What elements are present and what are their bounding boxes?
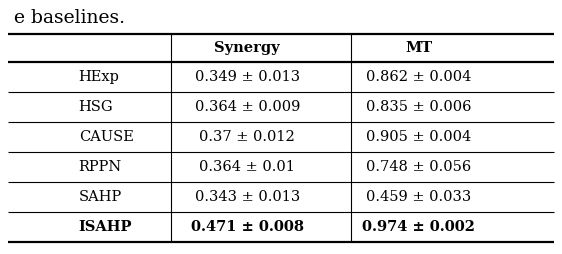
Text: 0.364 ± 0.01: 0.364 ± 0.01: [200, 160, 295, 174]
Text: 0.748 ± 0.056: 0.748 ± 0.056: [366, 160, 472, 174]
Text: 0.471 ± 0.008: 0.471 ± 0.008: [191, 220, 304, 234]
Text: HExp: HExp: [79, 70, 120, 84]
Text: Synergy: Synergy: [215, 41, 280, 55]
Text: CAUSE: CAUSE: [79, 130, 134, 144]
Text: ISAHP: ISAHP: [79, 220, 132, 234]
Text: SAHP: SAHP: [79, 190, 122, 204]
Text: e baselines.: e baselines.: [14, 9, 125, 27]
Text: 0.349 ± 0.013: 0.349 ± 0.013: [194, 70, 300, 84]
Text: 0.974 ± 0.002: 0.974 ± 0.002: [362, 220, 475, 234]
Text: 0.364 ± 0.009: 0.364 ± 0.009: [194, 100, 300, 114]
Text: MT: MT: [405, 41, 432, 55]
Text: 0.343 ± 0.013: 0.343 ± 0.013: [194, 190, 300, 204]
Text: RPPN: RPPN: [79, 160, 122, 174]
Text: 0.905 ± 0.004: 0.905 ± 0.004: [366, 130, 472, 144]
Text: 0.37 ± 0.012: 0.37 ± 0.012: [200, 130, 295, 144]
Text: HSG: HSG: [79, 100, 114, 114]
Text: 0.862 ± 0.004: 0.862 ± 0.004: [366, 70, 472, 84]
Text: 0.835 ± 0.006: 0.835 ± 0.006: [366, 100, 472, 114]
Text: 0.459 ± 0.033: 0.459 ± 0.033: [366, 190, 472, 204]
